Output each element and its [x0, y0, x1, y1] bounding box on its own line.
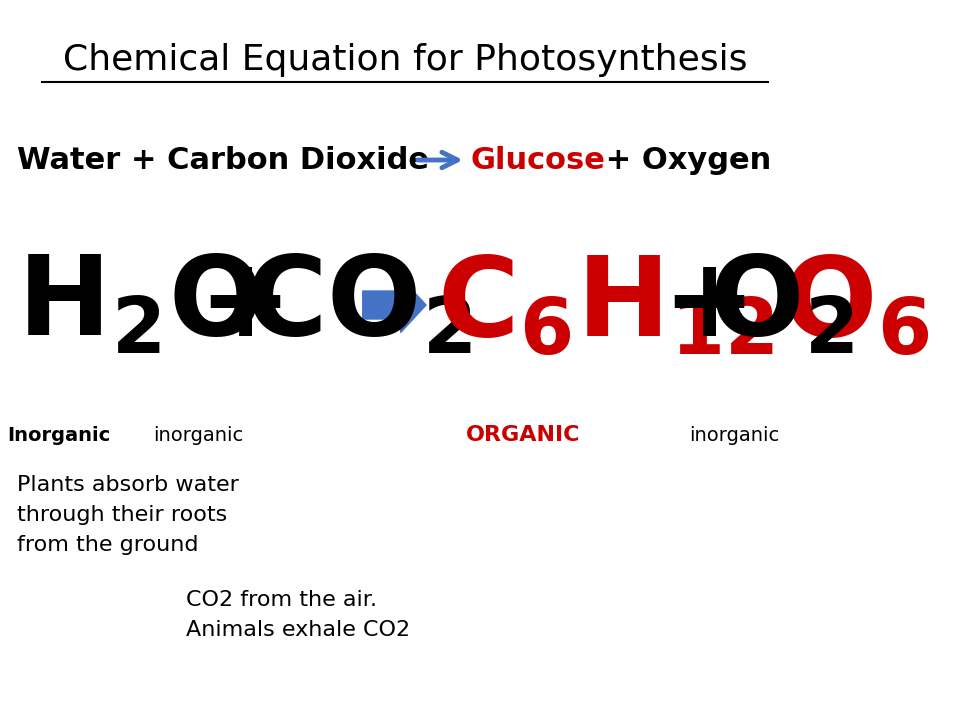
Text: $\mathbf{H_2O}$: $\mathbf{H_2O}$ — [17, 251, 259, 359]
Text: Plants absorb water: Plants absorb water — [17, 475, 239, 495]
Text: CO2 from the air.: CO2 from the air. — [185, 590, 376, 610]
Text: $\mathbf{C_6H_{12}O_6}$: $\mathbf{C_6H_{12}O_6}$ — [437, 251, 929, 359]
Text: $\mathbf{CO_2}$: $\mathbf{CO_2}$ — [245, 251, 471, 359]
Text: through their roots: through their roots — [17, 505, 228, 525]
Text: Chemical Equation for Photosynthesis: Chemical Equation for Photosynthesis — [62, 43, 747, 77]
Text: $\mathbf{+}$: $\mathbf{+}$ — [199, 251, 281, 359]
Text: Water + Carbon Dioxide: Water + Carbon Dioxide — [17, 145, 429, 174]
Text: ORGANIC: ORGANIC — [466, 425, 580, 445]
Text: Animals exhale CO2: Animals exhale CO2 — [185, 620, 410, 640]
Text: $\mathbf{+}$: $\mathbf{+}$ — [662, 251, 746, 359]
Text: inorganic: inorganic — [689, 426, 780, 444]
Text: $\mathbf{O_2}$: $\mathbf{O_2}$ — [708, 251, 853, 359]
Text: inorganic: inorganic — [153, 426, 244, 444]
Text: Inorganic: Inorganic — [8, 426, 110, 444]
Text: from the ground: from the ground — [17, 535, 199, 555]
Text: Glucose: Glucose — [470, 145, 606, 174]
Text: + Oxygen: + Oxygen — [595, 145, 771, 174]
FancyArrow shape — [363, 277, 426, 333]
